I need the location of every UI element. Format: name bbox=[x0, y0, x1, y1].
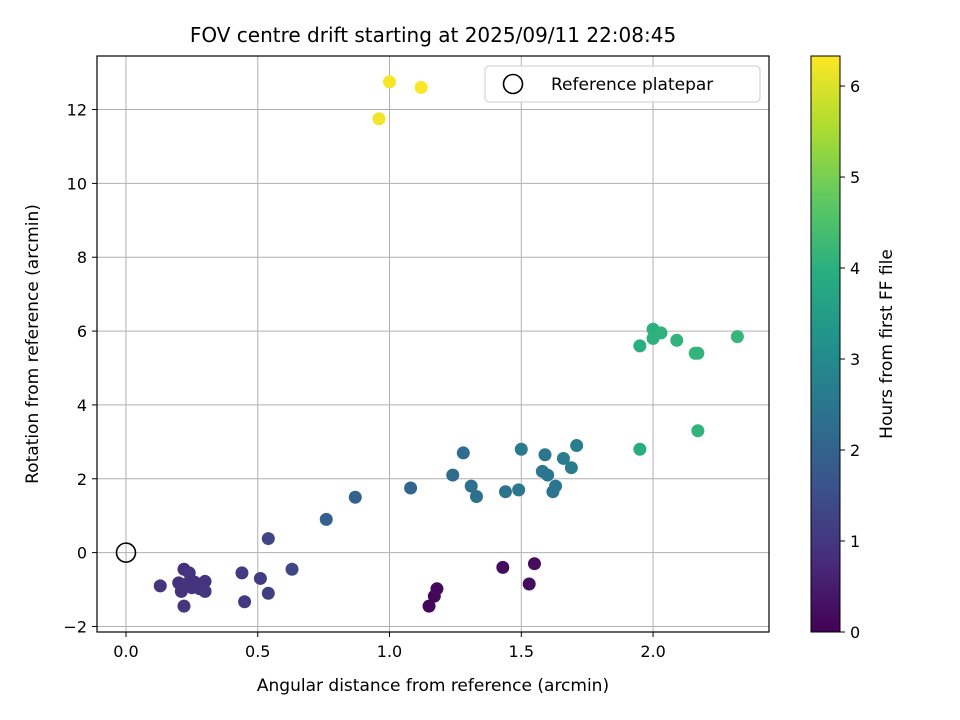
data-point bbox=[372, 112, 386, 126]
data-point bbox=[541, 468, 555, 482]
data-point bbox=[564, 461, 578, 475]
y-tick-label: 2 bbox=[77, 470, 87, 489]
data-point bbox=[253, 571, 267, 585]
colorbar-ticks: 0 1 2 3 4 5 6 bbox=[840, 77, 860, 642]
colorbar-tick-label: 1 bbox=[850, 532, 860, 551]
y-tick-label: −2 bbox=[63, 617, 87, 636]
colorbar-tick-label: 2 bbox=[850, 441, 860, 460]
y-tick-label: 8 bbox=[77, 248, 87, 267]
data-point bbox=[514, 442, 528, 456]
y-tick-label: 4 bbox=[77, 396, 87, 415]
reference-platepar-marker bbox=[115, 542, 137, 563]
colorbar-gradient bbox=[810, 55, 841, 633]
data-point bbox=[285, 562, 299, 576]
data-point bbox=[512, 483, 526, 497]
y-axis-ticks: −2 0 2 4 6 8 10 12 bbox=[63, 101, 97, 636]
data-point bbox=[430, 582, 444, 596]
data-point bbox=[456, 446, 470, 460]
data-point bbox=[730, 330, 744, 344]
data-point bbox=[670, 333, 684, 347]
data-point bbox=[691, 346, 705, 360]
data-point bbox=[235, 566, 249, 580]
data-point bbox=[153, 579, 167, 593]
x-tick-label: 0.5 bbox=[245, 642, 270, 661]
data-point bbox=[654, 326, 668, 340]
y-axis-label: Rotation from reference (arcmin) bbox=[23, 204, 43, 484]
data-point bbox=[522, 577, 536, 591]
data-point bbox=[469, 489, 483, 503]
legend-entry-reference-platepar: Reference platepar bbox=[551, 75, 713, 95]
data-point bbox=[348, 490, 362, 504]
data-point bbox=[261, 586, 275, 600]
colorbar-tick-label: 0 bbox=[850, 623, 860, 642]
data-point bbox=[496, 560, 510, 574]
data-point bbox=[198, 574, 212, 588]
data-point bbox=[691, 424, 705, 438]
data-point bbox=[498, 485, 512, 499]
x-tick-label: 2.0 bbox=[640, 642, 665, 661]
x-tick-label: 0.0 bbox=[113, 642, 138, 661]
plot-area-frame bbox=[96, 55, 770, 633]
colorbar-tick-label: 3 bbox=[850, 350, 860, 369]
data-point bbox=[633, 442, 647, 456]
data-point bbox=[198, 584, 212, 598]
colorbar-label: Hours from first FF file bbox=[877, 249, 897, 439]
data-point bbox=[446, 468, 460, 482]
colorbar-tick-label: 4 bbox=[850, 259, 860, 278]
legend-box bbox=[484, 65, 761, 103]
data-point bbox=[556, 451, 570, 465]
y-tick-label: 12 bbox=[67, 101, 87, 120]
data-point bbox=[527, 557, 541, 571]
data-point bbox=[464, 479, 478, 493]
data-point bbox=[383, 75, 397, 89]
data-point bbox=[319, 512, 333, 526]
y-tick-label: 0 bbox=[77, 544, 87, 563]
x-tick-label: 1.0 bbox=[377, 642, 402, 661]
data-point bbox=[238, 595, 252, 609]
y-tick-label: 6 bbox=[77, 322, 87, 341]
data-point bbox=[177, 599, 191, 613]
legend-reference-marker bbox=[502, 73, 524, 95]
grid-lines bbox=[97, 56, 769, 632]
colorbar-tick-label: 5 bbox=[850, 168, 860, 187]
data-point bbox=[261, 532, 275, 546]
data-point bbox=[414, 80, 428, 94]
data-point bbox=[538, 448, 552, 462]
x-axis-label: Angular distance from reference (arcmin) bbox=[257, 676, 609, 696]
colorbar: 0 1 2 3 4 5 6 Hours from first FF file bbox=[810, 55, 897, 642]
data-point bbox=[404, 481, 418, 495]
colorbar-tick-label: 6 bbox=[850, 77, 860, 96]
x-axis-ticks: 0.0 0.5 1.0 1.5 2.0 bbox=[113, 632, 666, 661]
data-point bbox=[633, 339, 647, 353]
data-point bbox=[549, 479, 563, 493]
data-point bbox=[570, 439, 584, 453]
data-points bbox=[153, 75, 744, 613]
y-tick-label: 10 bbox=[67, 174, 87, 193]
legend: Reference platepar bbox=[484, 65, 761, 103]
chart-title: FOV centre drift starting at 2025/09/11 … bbox=[190, 23, 676, 47]
x-tick-label: 1.5 bbox=[509, 642, 534, 661]
data-point bbox=[422, 599, 436, 613]
